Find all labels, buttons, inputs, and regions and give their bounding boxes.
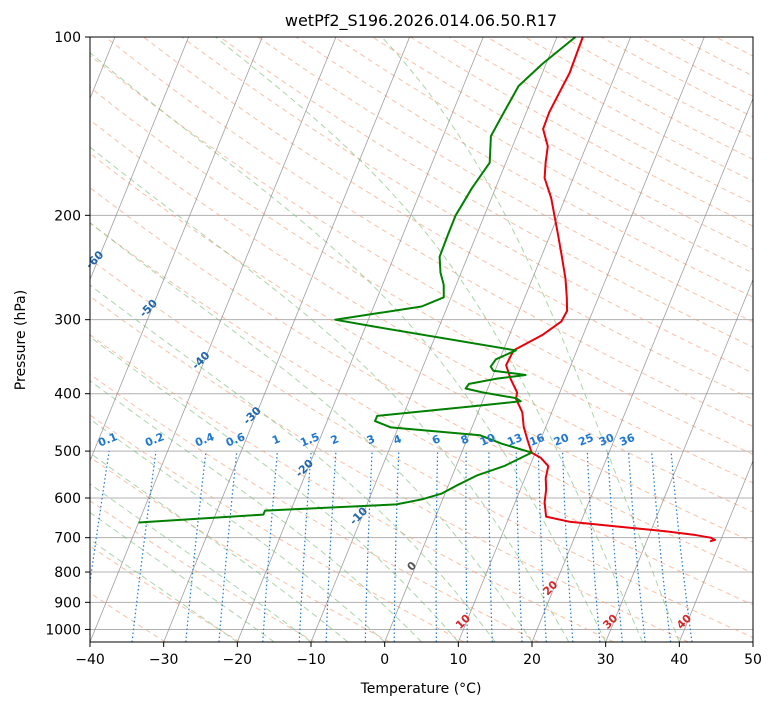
y-tick-label: 800 [54,565,81,581]
x-tick-label: 40 [670,652,688,668]
y-tick-label: 1000 [45,622,81,638]
dry-adiabat [90,500,315,642]
isotherm [384,37,632,642]
y-tick-label: 600 [54,491,81,507]
dry-adiabat [90,456,390,642]
y-tick-label: 300 [54,313,81,329]
moist-adiabat [381,37,680,642]
x-axis: −40 −30 −20 −10 0 10 20 30 40 50 [75,642,762,668]
moist-adiabat [90,539,238,642]
dry-adiabat [90,373,540,642]
x-tick-label: −20 [223,652,253,668]
x-tick-label: 10 [449,652,467,668]
y-tick-label: 500 [54,444,81,460]
plot-frame [89,36,754,643]
moist-adiabat [90,222,533,642]
plot-area [90,37,753,642]
mixing-ratio-label: 10 [478,431,497,449]
mixing-ratio-line [627,451,646,642]
isotherm [605,278,753,642]
isotherm [163,37,411,642]
dewpoint-profile [138,37,577,524]
isotherm [531,97,753,642]
isotherm [678,459,753,642]
mixing-ratio-label: 16 [527,431,546,449]
y-tick-label: 200 [54,208,81,224]
mixing-ratio-line [185,451,207,642]
isotherm [457,37,705,642]
chart-title: wetPf2_S196.2026.014.06.50.R17 [285,11,557,31]
mixing-ratio-line [607,451,623,642]
isotherm [310,37,558,642]
dry-adiabat [257,37,753,323]
dry-adiabat [90,414,465,642]
x-tick-label: −30 [149,652,179,668]
x-tick-label: 20 [523,652,541,668]
x-tick-label: −40 [75,652,105,668]
x-tick-label: 50 [744,652,762,668]
dry-adiabat [90,222,753,606]
moist-adiabat [90,418,386,642]
y-axis-title: Pressure (hPa) [13,290,29,390]
pressure-gridlines [90,36,753,630]
moist-adiabat [90,511,275,642]
moist-adiabat [90,380,422,642]
mixing-ratio-label: 2 [329,432,341,447]
moist-adiabat [215,37,643,642]
mixing-ratio-label: 1 [270,432,282,447]
y-tick-label: 100 [54,30,81,46]
isotherm [90,37,337,642]
dry-adiabat [90,86,753,484]
mixing-ratio-line [131,451,157,642]
x-tick-label: 0 [380,652,389,668]
x-tick-label: 30 [597,652,615,668]
mixing-ratio-label: 30 [597,431,616,449]
mixing-ratio-label: 36 [618,431,637,449]
x-tick-label: −10 [296,652,326,668]
mixing-ratio-label: 25 [576,431,595,449]
y-tick-label: 400 [54,387,81,403]
moist-adiabat [90,146,570,642]
mixing-ratio-line [218,451,238,642]
mixing-ratio-line [651,451,672,642]
dry-adiabat [181,37,753,374]
mixing-ratio-label: 13 [505,431,524,449]
mixing-ratio-line [670,451,693,642]
dry-adiabat [90,187,753,574]
y-axis: 100 200 300 400 500 600 700 800 900 1000 [45,30,90,638]
y-tick-label: 700 [54,531,81,547]
moist-adiabat [90,284,496,642]
moist-adiabat [90,452,349,642]
x-axis-title: Temperature (°C) [360,681,482,697]
isotherm [90,37,190,281]
dry-adiabat [105,37,753,428]
moist-adiabat [90,52,607,642]
mixing-ratio-label: 3 [365,432,377,447]
dry-adiabat [90,152,753,543]
isotherm [236,37,484,642]
mixing-ratio-label: 20 [552,431,571,449]
y-tick-label: 900 [54,595,81,611]
isotherm [90,37,263,462]
mixing-ratio-label: 8 [459,432,471,447]
mixing-ratio-line [90,451,110,587]
